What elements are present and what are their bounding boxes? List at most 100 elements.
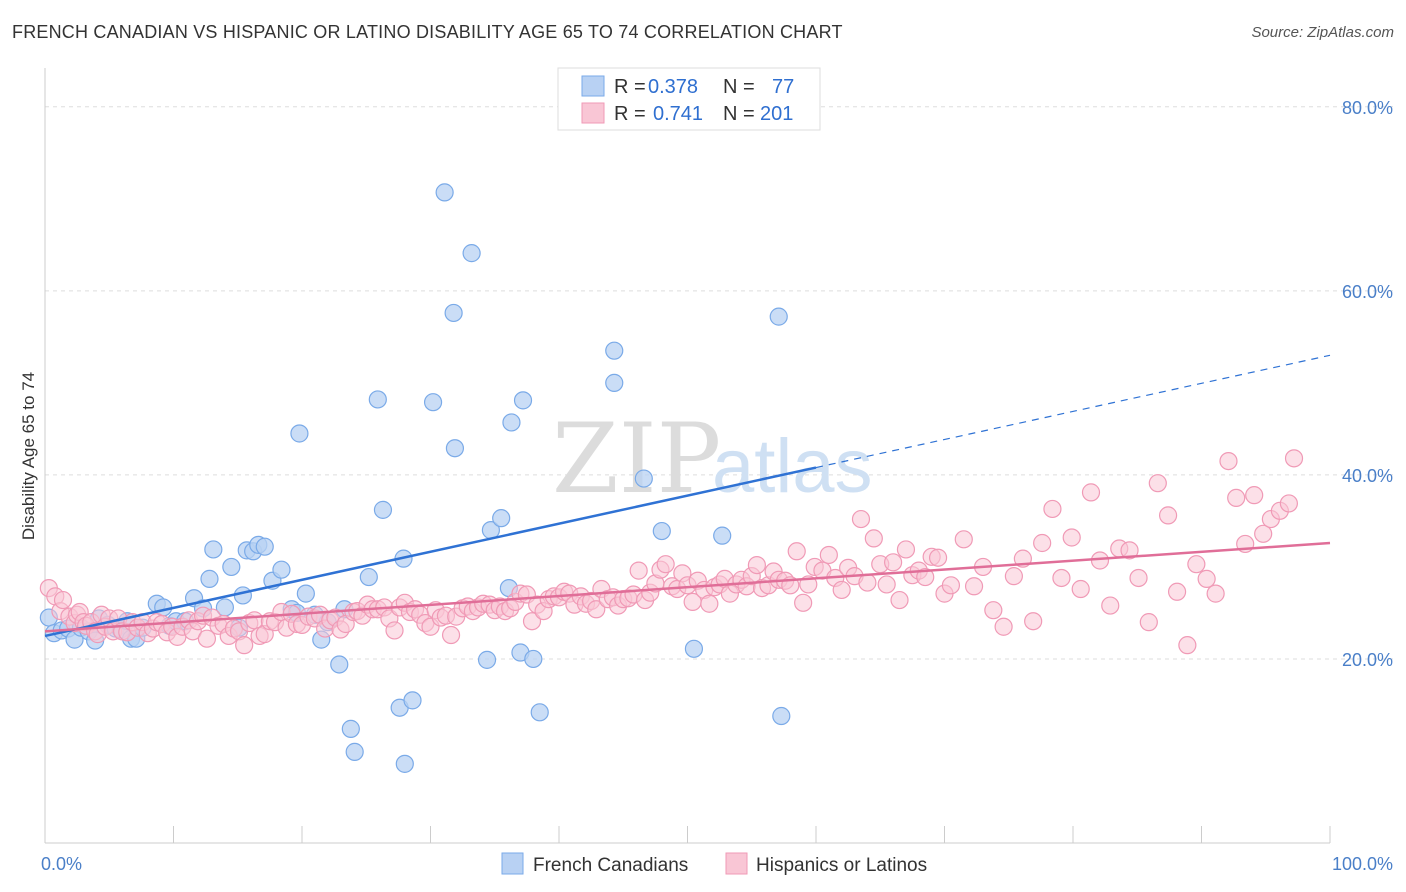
series-hispanics-or-latinos [39, 449, 1304, 655]
point-french-canadians-47 [368, 390, 387, 409]
point-hispanics-or-latinos-42 [235, 636, 254, 655]
point-french-canadians-38 [296, 584, 315, 603]
point-hispanics-or-latinos-162 [896, 540, 916, 559]
point-french-canadians-28 [233, 586, 252, 605]
chart-title: FRENCH CANADIAN VS HISPANIC OR LATINO DI… [12, 22, 843, 42]
point-french-canadians-64 [513, 391, 533, 410]
point-french-canadians-26 [222, 557, 241, 577]
point-french-canadians-56 [445, 439, 465, 458]
legend-swatch-hispanics-or-latinos [725, 852, 748, 875]
point-french-canadians-71 [684, 639, 704, 658]
trend-line-french-canadians-extension [815, 354, 1331, 469]
legend-r-label-blue: R = [614, 76, 646, 98]
point-french-canadians-55 [444, 303, 463, 323]
legend-label-french-canadians: French Canadians [533, 855, 688, 876]
point-hispanics-or-latinos-188 [1129, 568, 1148, 588]
point-hispanics-or-latinos-171 [964, 577, 984, 596]
legend-swatch-blue [581, 75, 605, 97]
point-french-canadians-45 [345, 742, 364, 761]
point-french-canadians-51 [395, 754, 414, 773]
y-tick-labels: 20.0% 40.0% 60.0% 80.0% [1342, 98, 1393, 670]
point-hispanics-or-latinos-189 [1139, 613, 1158, 632]
point-french-canadians-24 [204, 540, 223, 559]
point-hispanics-or-latinos-116 [629, 561, 648, 580]
legend-n-label-pink: N = [723, 103, 755, 125]
point-hispanics-or-latinos-187 [1120, 541, 1139, 560]
point-french-canadians-58 [477, 650, 497, 669]
point-french-canadians-52 [403, 691, 422, 710]
point-french-canadians-73 [769, 307, 788, 326]
point-hispanics-or-latinos-195 [1197, 569, 1216, 588]
y-axis-title: Disability Age 65 to 74 [19, 372, 38, 540]
point-hispanics-or-latinos-138 [747, 555, 766, 575]
point-hispanics-or-latinos-150 [819, 545, 838, 565]
point-hispanics-or-latinos-201 [1254, 524, 1273, 543]
point-hispanics-or-latinos-155 [851, 509, 871, 529]
series-legend: French Canadians Hispanics or Latinos [501, 852, 927, 876]
legend-swatch-pink [581, 102, 605, 124]
point-hispanics-or-latinos-96 [522, 612, 542, 631]
legend-label-hispanics-or-latinos: Hispanics or Latinos [756, 855, 927, 876]
point-hispanics-or-latinos-161 [890, 590, 909, 610]
point-hispanics-or-latinos-108 [587, 600, 606, 619]
y-tick-label: 20.0% [1342, 650, 1393, 670]
point-french-canadians-48 [373, 500, 393, 519]
point-french-canadians-23 [200, 569, 219, 588]
point-hispanics-or-latinos-152 [832, 580, 851, 600]
point-hispanics-or-latinos-196 [1206, 584, 1225, 603]
correlation-legend: R = 0.378 N = 77 R = 0.741 N = 201 [557, 67, 821, 131]
point-french-canadians-72 [713, 526, 732, 545]
point-french-canadians-54 [435, 183, 454, 202]
point-hispanics-or-latinos-190 [1148, 474, 1167, 493]
point-hispanics-or-latinos-193 [1178, 636, 1197, 655]
point-hispanics-or-latinos-205 [1284, 449, 1304, 468]
point-french-canadians-32 [255, 537, 274, 556]
point-hispanics-or-latinos-156 [858, 573, 877, 592]
y-tick-label: 60.0% [1342, 282, 1393, 302]
point-hispanics-or-latinos-194 [1187, 555, 1206, 574]
legend-n-value-blue: 77 [772, 76, 794, 98]
gridlines [45, 106, 1393, 660]
point-hispanics-or-latinos-167 [928, 548, 948, 567]
point-hispanics-or-latinos-174 [994, 617, 1013, 636]
trend-line-french-canadians [44, 466, 817, 638]
point-hispanics-or-latinos-165 [916, 567, 935, 587]
point-french-canadians-34 [272, 560, 291, 579]
point-hispanics-or-latinos-70 [385, 621, 404, 640]
point-french-canadians-42 [330, 655, 349, 674]
watermark-atlas: atlas [712, 424, 873, 509]
point-hispanics-or-latinos-181 [1062, 528, 1081, 547]
point-hispanics-or-latinos-204 [1279, 494, 1298, 513]
point-hispanics-or-latinos-197 [1219, 452, 1238, 471]
point-hispanics-or-latinos-129 [700, 594, 719, 613]
point-hispanics-or-latinos-146 [794, 593, 813, 612]
point-hispanics-or-latinos-160 [883, 553, 903, 572]
legend-n-label-blue: N = [723, 76, 755, 98]
point-hispanics-or-latinos-157 [864, 529, 883, 548]
chart-source: Source: ZipAtlas.com [1251, 24, 1394, 41]
point-hispanics-or-latinos-3 [53, 590, 73, 610]
point-french-canadians-60 [492, 509, 511, 528]
point-french-canadians-46 [359, 567, 378, 587]
legend-n-value-pink: 201 [760, 103, 793, 125]
point-french-canadians-65 [524, 649, 543, 669]
point-hispanics-or-latinos-192 [1167, 582, 1187, 601]
point-hispanics-or-latinos-121 [656, 555, 675, 574]
point-hispanics-or-latinos-200 [1245, 486, 1264, 505]
point-hispanics-or-latinos-169 [941, 576, 961, 595]
watermark: ZIP atlas [552, 403, 873, 515]
point-hispanics-or-latinos-81 [441, 625, 461, 645]
legend-r-label-pink: R = [614, 103, 646, 125]
point-hispanics-or-latinos-179 [1043, 499, 1062, 519]
point-hispanics-or-latinos-182 [1071, 579, 1090, 599]
legend-r-value-pink: 0.741 [653, 103, 703, 125]
point-hispanics-or-latinos-145 [787, 542, 806, 561]
trend-lines [44, 354, 1331, 638]
point-hispanics-or-latinos-159 [877, 575, 896, 594]
point-hispanics-or-latinos-177 [1024, 612, 1043, 631]
point-french-canadians-57 [462, 244, 481, 263]
legend-swatch-french-canadians [501, 852, 524, 875]
point-hispanics-or-latinos-198 [1227, 488, 1246, 508]
axes [44, 68, 1331, 844]
